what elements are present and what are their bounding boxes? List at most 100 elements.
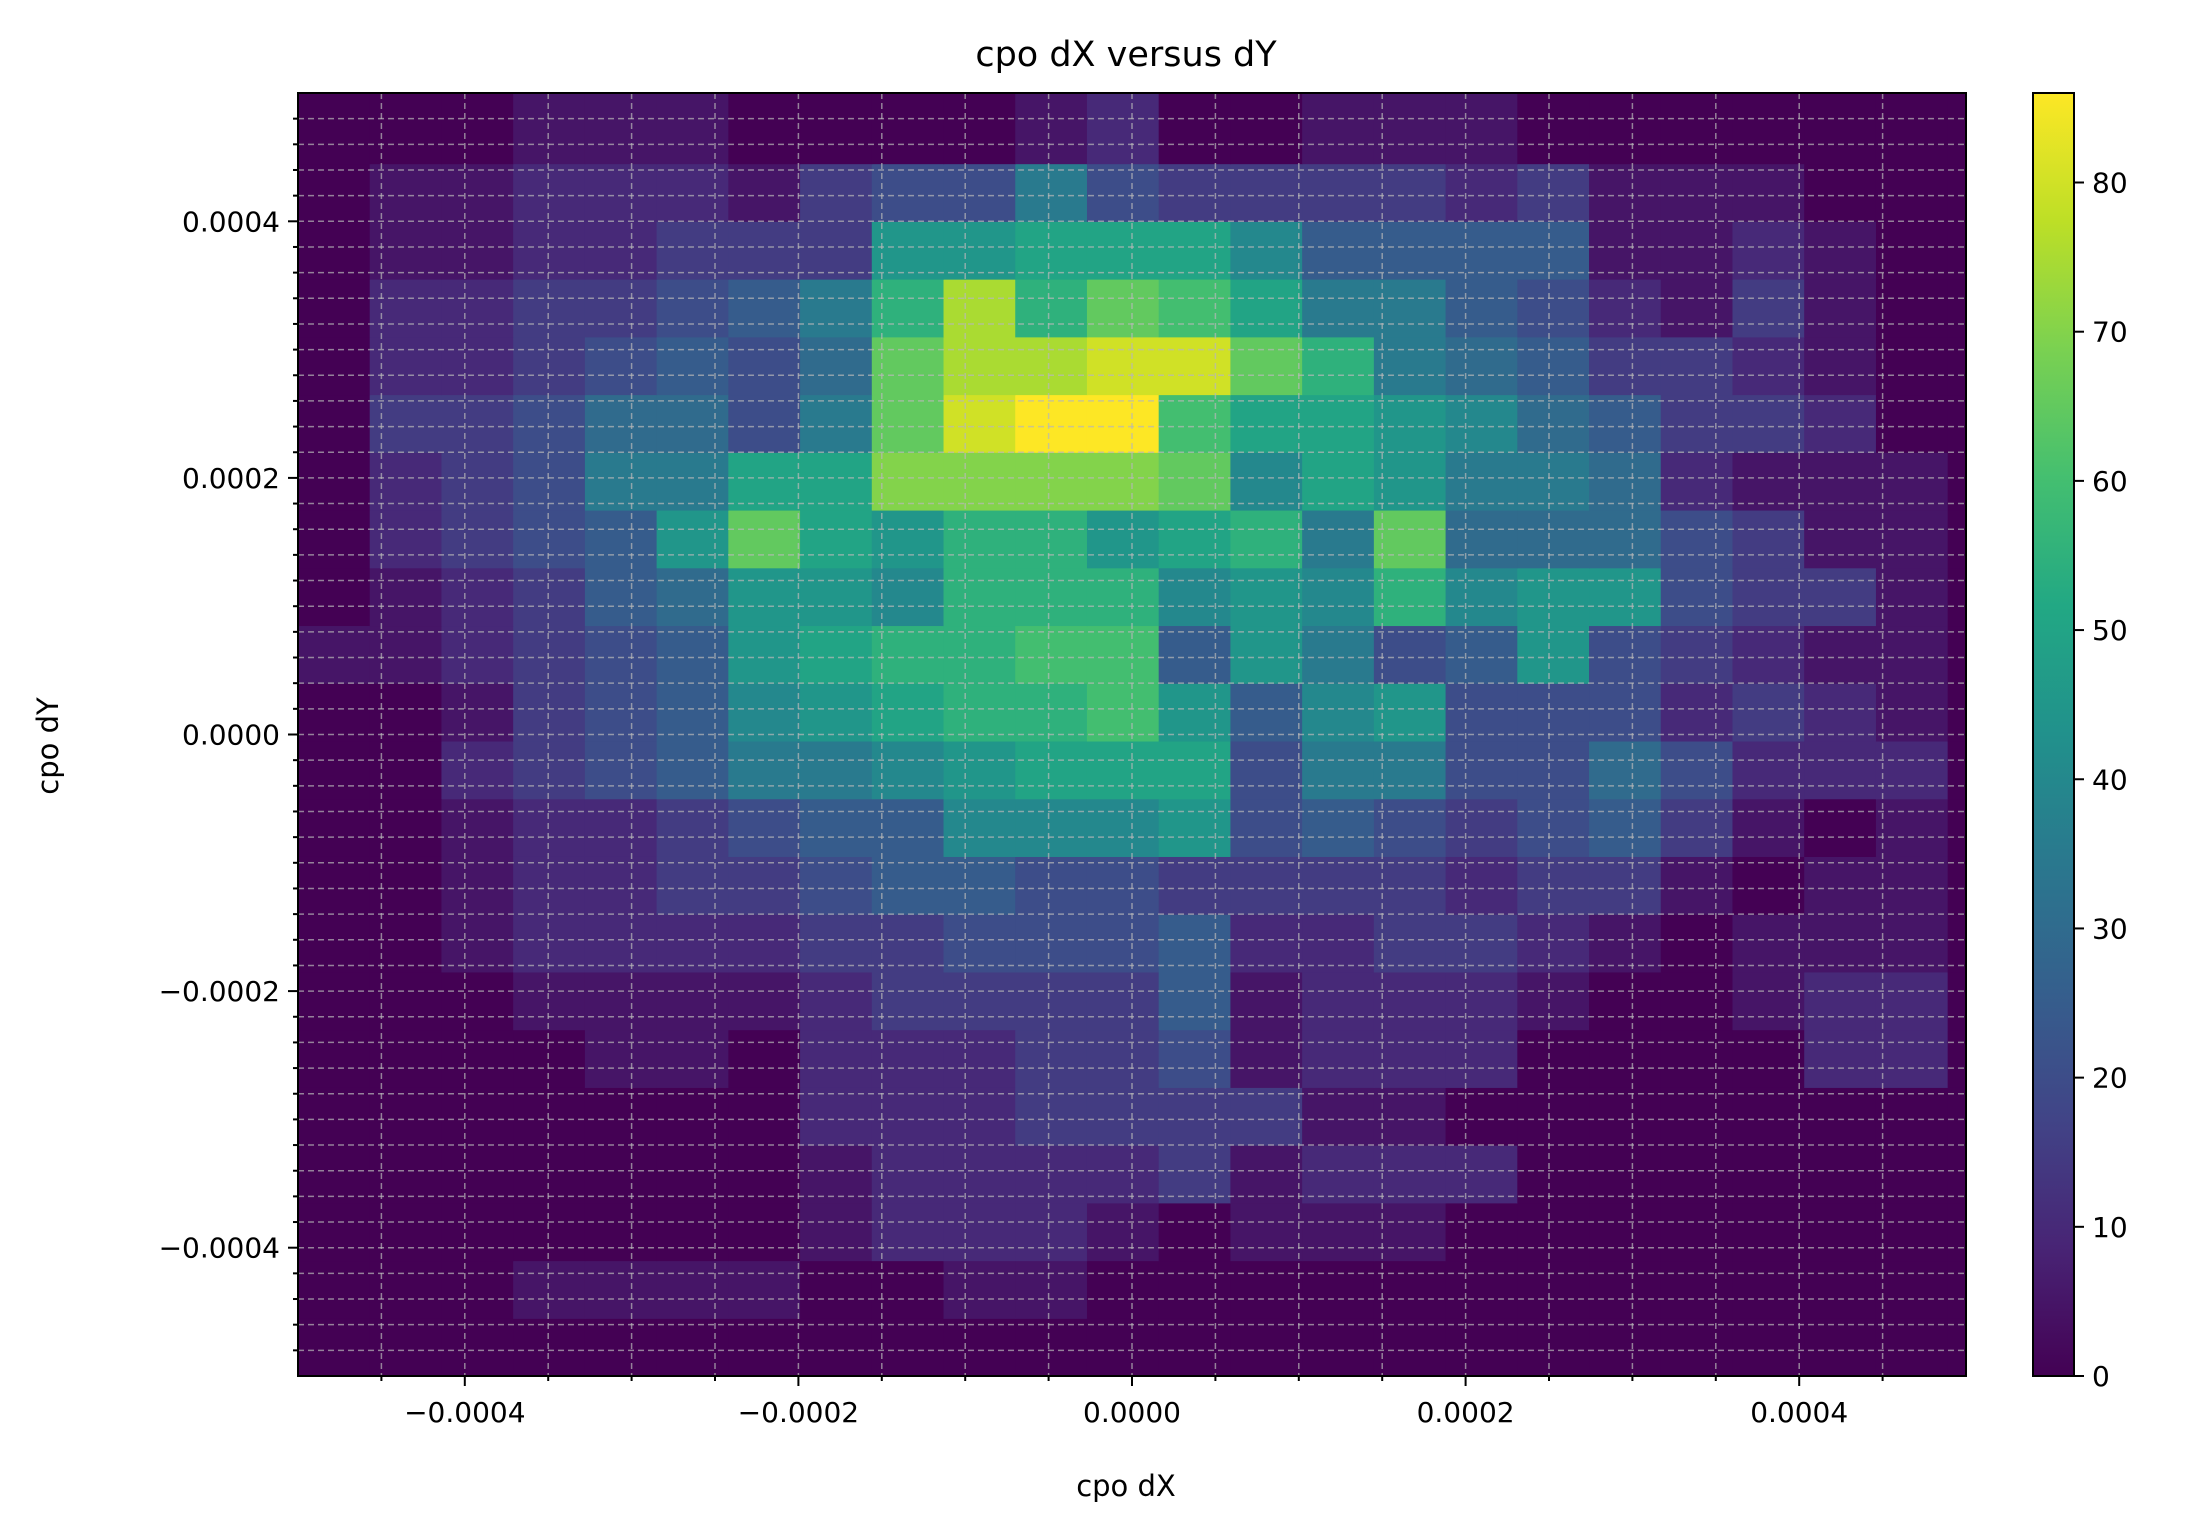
heatmap-cell [1517, 163, 1590, 222]
heatmap-cell [369, 93, 443, 165]
heatmap-cell [1589, 1318, 1662, 1377]
heatmap-cell [1875, 279, 1949, 338]
heatmap-cell [1589, 740, 1662, 800]
heatmap-cell [800, 1029, 873, 1088]
heatmap-cell [871, 740, 945, 800]
heatmap-cell [369, 971, 443, 1031]
heatmap-cell [1158, 1029, 1232, 1088]
heatmap-cell [1302, 1029, 1375, 1088]
x-tick-label: 0.0000 [1083, 1396, 1181, 1429]
heatmap-cell [298, 1318, 371, 1377]
heatmap-cell [513, 914, 586, 973]
heatmap-cell [513, 798, 586, 857]
heatmap-cell [1445, 914, 1518, 973]
heatmap-cell [1875, 1145, 1949, 1204]
heatmap-cell [943, 798, 1016, 857]
heatmap-cell [1660, 1029, 1734, 1088]
heatmap-cell [441, 1087, 514, 1146]
heatmap-cell [1086, 221, 1160, 280]
heatmap-cell [871, 93, 945, 165]
heatmap-cell [1373, 740, 1447, 800]
heatmap-cell [1230, 1029, 1303, 1088]
heatmap-cell [943, 394, 1016, 453]
heatmap-cell [871, 336, 945, 396]
heatmap-cell [1804, 1029, 1877, 1088]
heatmap-cell [1373, 971, 1447, 1031]
heatmap-cell [1732, 740, 1805, 800]
heatmap-cell [800, 1087, 873, 1146]
heatmap-cell [1445, 279, 1518, 338]
heatmap-cell [369, 336, 443, 396]
heatmap-cell [298, 625, 371, 684]
heatmap-cell [1230, 740, 1303, 800]
heatmap-cell [1589, 683, 1662, 742]
heatmap-cell [1086, 567, 1160, 627]
heatmap-cell [1373, 93, 1447, 165]
heatmap-cell [1302, 279, 1375, 338]
heatmap-cell [1804, 740, 1877, 800]
heatmap-cell [1589, 1202, 1662, 1262]
heatmap-cell [1804, 683, 1877, 742]
heatmap-cell [1158, 1260, 1232, 1319]
heatmap-cell [728, 279, 801, 338]
heatmap-cell [1589, 1087, 1662, 1146]
heatmap-cell [800, 394, 873, 453]
heatmap-cell [1947, 625, 1967, 684]
heatmap-cell [656, 740, 729, 800]
heatmap-cell [1373, 279, 1447, 338]
heatmap-cell [513, 1202, 586, 1262]
heatmap-cell [943, 1318, 1016, 1377]
heatmap-cell [1732, 279, 1805, 338]
heatmap-cell [584, 394, 658, 453]
heatmap-cell [1804, 914, 1877, 973]
heatmap-cell [298, 798, 371, 857]
heatmap-cell [1302, 1260, 1375, 1319]
heatmap-cell [1875, 1202, 1949, 1262]
heatmap-cell [1804, 798, 1877, 857]
heatmap-cell [1158, 163, 1232, 222]
heatmap-cell [1660, 452, 1734, 511]
heatmap-cell [1875, 336, 1949, 396]
heatmap-cell [871, 221, 945, 280]
heatmap-cell [1804, 163, 1877, 222]
x-tick-label: −0.0002 [738, 1396, 859, 1429]
heatmap-cell [656, 1029, 729, 1088]
heatmap-cell [298, 279, 371, 338]
heatmap-cell [1517, 1202, 1590, 1262]
heatmap-cell [728, 625, 801, 684]
heatmap-cell [1947, 279, 1967, 338]
heatmap-cell [1732, 1145, 1805, 1204]
heatmap-cell [1517, 394, 1590, 453]
heatmap-cell [1158, 1202, 1232, 1262]
heatmap-cell [1660, 798, 1734, 857]
heatmap-cell [1302, 509, 1375, 569]
heatmap-cell [1589, 798, 1662, 857]
heatmap-cell [1086, 1145, 1160, 1204]
heatmap-cell [1302, 683, 1375, 742]
heatmap-cell [728, 740, 801, 800]
heatmap-cell [871, 1087, 945, 1146]
heatmap-cell [728, 971, 801, 1031]
heatmap-cell [800, 1318, 873, 1377]
heatmap-cell [1015, 971, 1088, 1031]
heatmap-cell [1373, 221, 1447, 280]
heatmap-cell [1230, 163, 1303, 222]
heatmap-cell [728, 221, 801, 280]
heatmap-cell [1445, 683, 1518, 742]
heatmap-cell [1015, 93, 1088, 165]
heatmap-cell [1660, 93, 1734, 165]
heatmap-cell [800, 798, 873, 857]
heatmap-cell [369, 163, 443, 222]
heatmap-cell [441, 336, 514, 396]
heatmap-cell [1230, 798, 1303, 857]
heatmap-cell [1158, 509, 1232, 569]
heatmap-cell [1373, 567, 1447, 627]
heatmap-cell [1517, 914, 1590, 973]
heatmap-cell [656, 93, 729, 165]
heatmap-cell [1158, 452, 1232, 511]
heatmap-cell [943, 509, 1016, 569]
heatmap-cell [656, 1318, 729, 1377]
heatmap-cell [369, 740, 443, 800]
heatmap-cell [513, 856, 586, 915]
heatmap-cell [298, 1202, 371, 1262]
